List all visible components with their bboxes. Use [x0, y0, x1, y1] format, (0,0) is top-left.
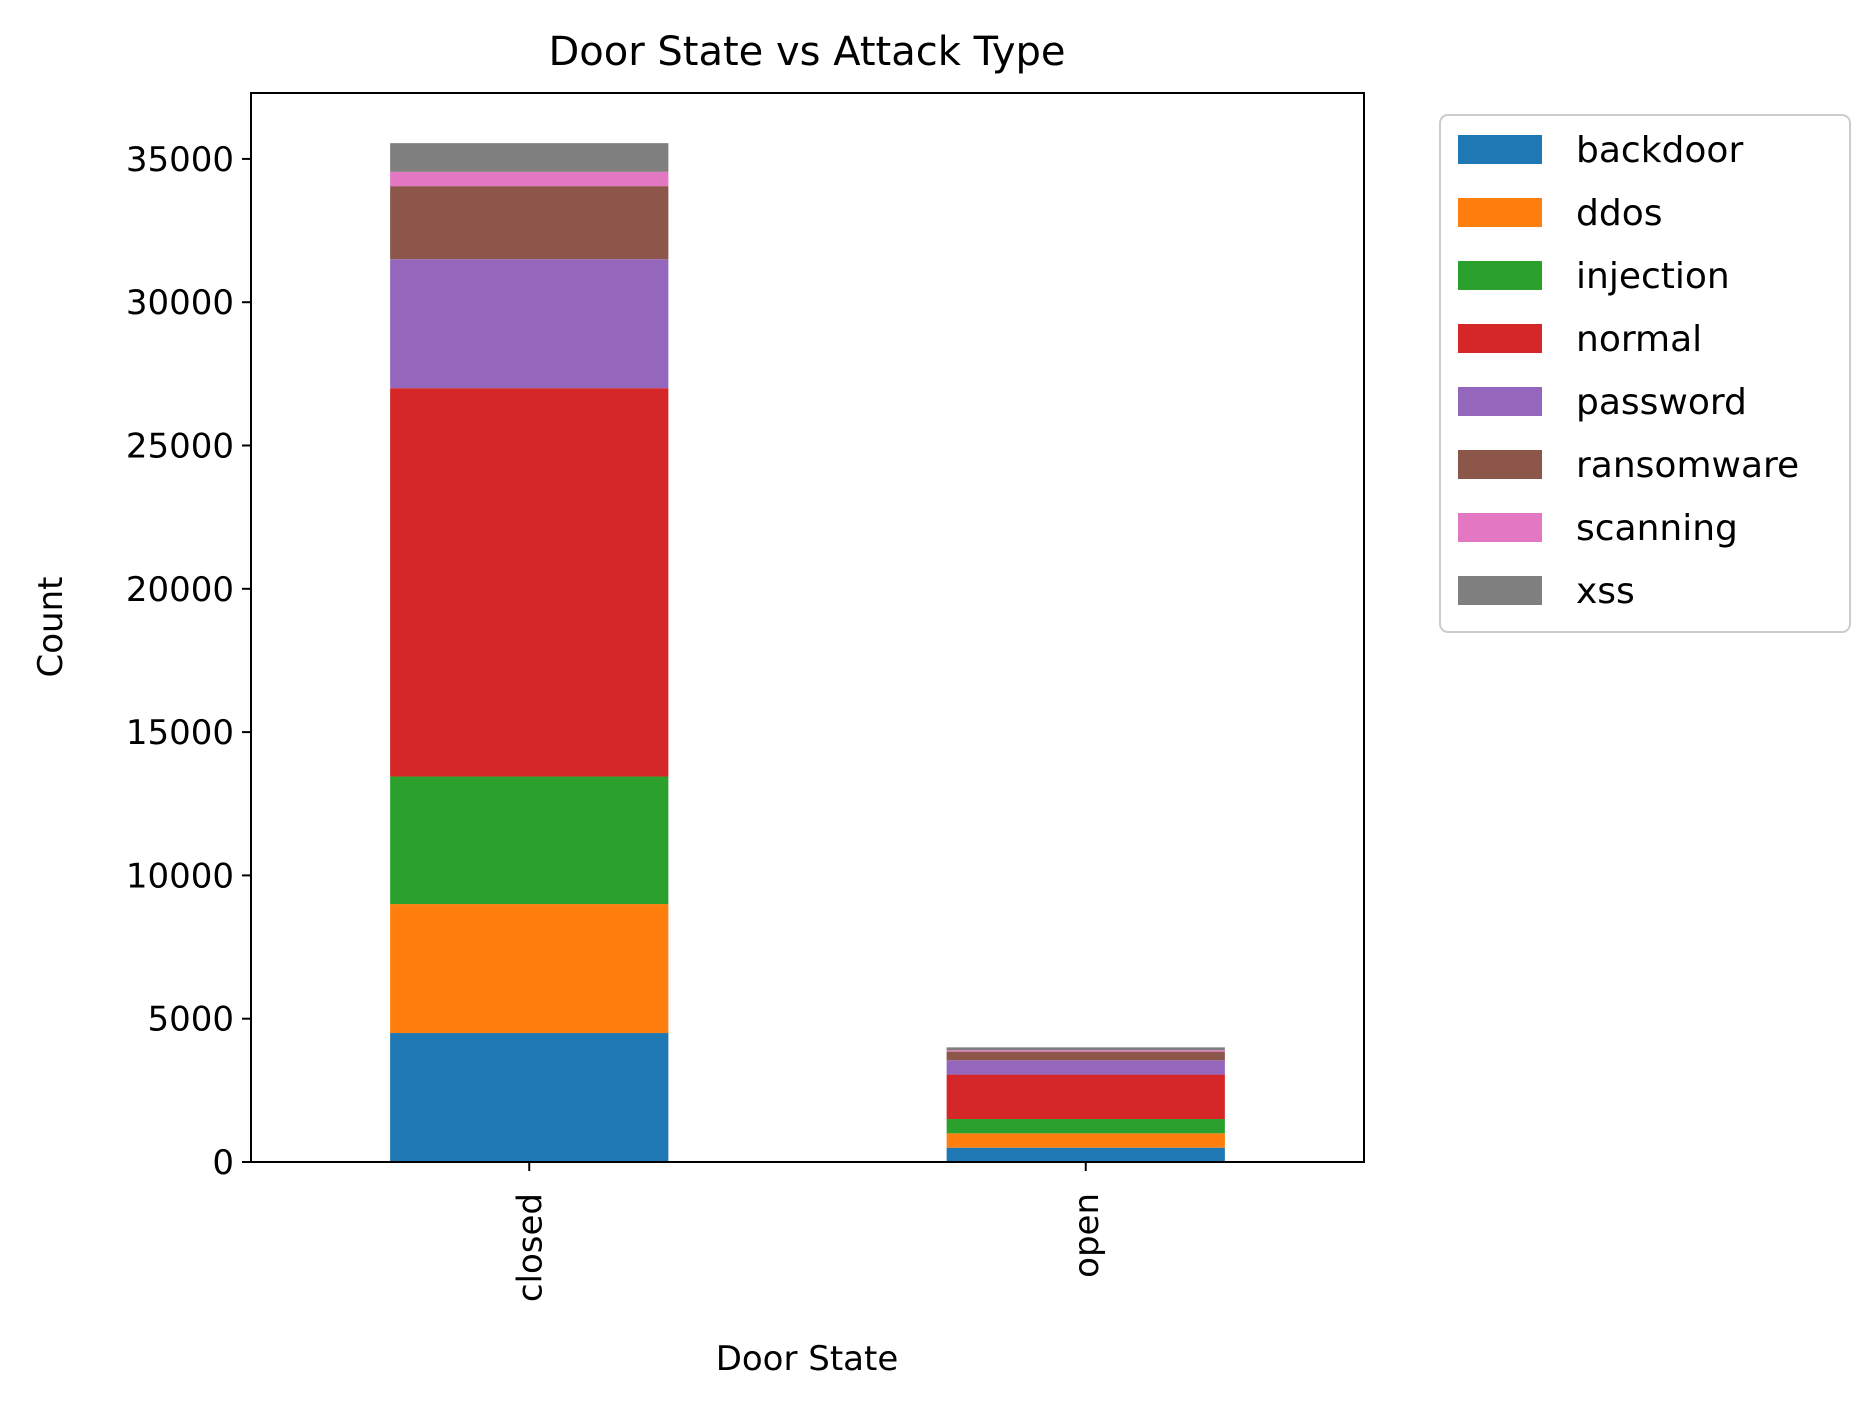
legend-label-backdoor: backdoor	[1576, 130, 1743, 171]
bar-segment-closed-xss	[390, 143, 669, 172]
x-axis-label: Door State	[716, 1339, 899, 1379]
bar-segment-closed-normal	[390, 388, 669, 777]
x-tick-label-closed: closed	[510, 1193, 550, 1302]
y-tick-label: 5000	[147, 1000, 234, 1040]
legend-label-ransomware: ransomware	[1576, 445, 1799, 486]
y-tick-label: 0	[212, 1143, 234, 1183]
legend-swatch-xss	[1458, 576, 1542, 605]
bar-segment-open-normal	[946, 1074, 1225, 1120]
bar-segment-open-backdoor	[946, 1147, 1225, 1162]
bar-segment-closed-password	[390, 259, 669, 389]
legend-swatch-ransomware	[1458, 450, 1542, 479]
bar-segment-open-ransomware	[946, 1051, 1225, 1061]
y-tick-label: 25000	[126, 427, 234, 467]
chart-title: Door State vs Attack Type	[548, 29, 1065, 75]
legend-box	[1439, 114, 1851, 633]
x-tick-label-open: open	[1067, 1193, 1107, 1278]
bar-segment-closed-backdoor	[390, 1033, 669, 1162]
legend-label-password: password	[1576, 382, 1747, 423]
legend-swatch-backdoor	[1458, 135, 1542, 164]
bar-segment-open-xss	[946, 1047, 1225, 1051]
y-tick-label: 30000	[126, 283, 234, 323]
bar-segment-closed-ddos	[390, 904, 669, 1034]
y-tick-label: 10000	[126, 856, 234, 896]
bar-segment-closed-injection	[390, 776, 669, 905]
bar-segment-closed-ransomware	[390, 186, 669, 260]
y-axis: 0 5000 10000 15000 20000 25000 30000 35000	[126, 140, 251, 1183]
legend-swatch-password	[1458, 387, 1542, 416]
legend-label-xss: xss	[1576, 571, 1635, 612]
legend-swatch-injection	[1458, 261, 1542, 290]
y-tick-label: 20000	[126, 570, 234, 610]
legend-swatch-scanning	[1458, 513, 1542, 542]
legend: backdoor ddos injection normal password ranso…	[1439, 114, 1851, 633]
bar-segment-open-injection	[946, 1119, 1225, 1134]
legend-label-injection: injection	[1576, 256, 1730, 297]
bar-segment-open-password	[946, 1060, 1225, 1075]
legend-swatch-ddos	[1458, 198, 1542, 227]
bar-segment-open-scanning	[946, 1050, 1225, 1052]
x-axis: closed open	[510, 1162, 1107, 1302]
legend-label-ddos: ddos	[1576, 193, 1662, 234]
bar-segment-open-ddos	[946, 1133, 1225, 1148]
bars-layer	[390, 143, 1225, 1162]
plot-frame	[250, 92, 1365, 1163]
y-tick-label: 15000	[126, 713, 234, 753]
bar-segment-closed-scanning	[390, 171, 669, 187]
legend-label-scanning: scanning	[1576, 508, 1738, 549]
y-axis-label: Count	[31, 577, 71, 678]
y-tick-label: 35000	[126, 140, 234, 180]
legend-swatch-normal	[1458, 324, 1542, 353]
legend-label-normal: normal	[1576, 319, 1702, 360]
